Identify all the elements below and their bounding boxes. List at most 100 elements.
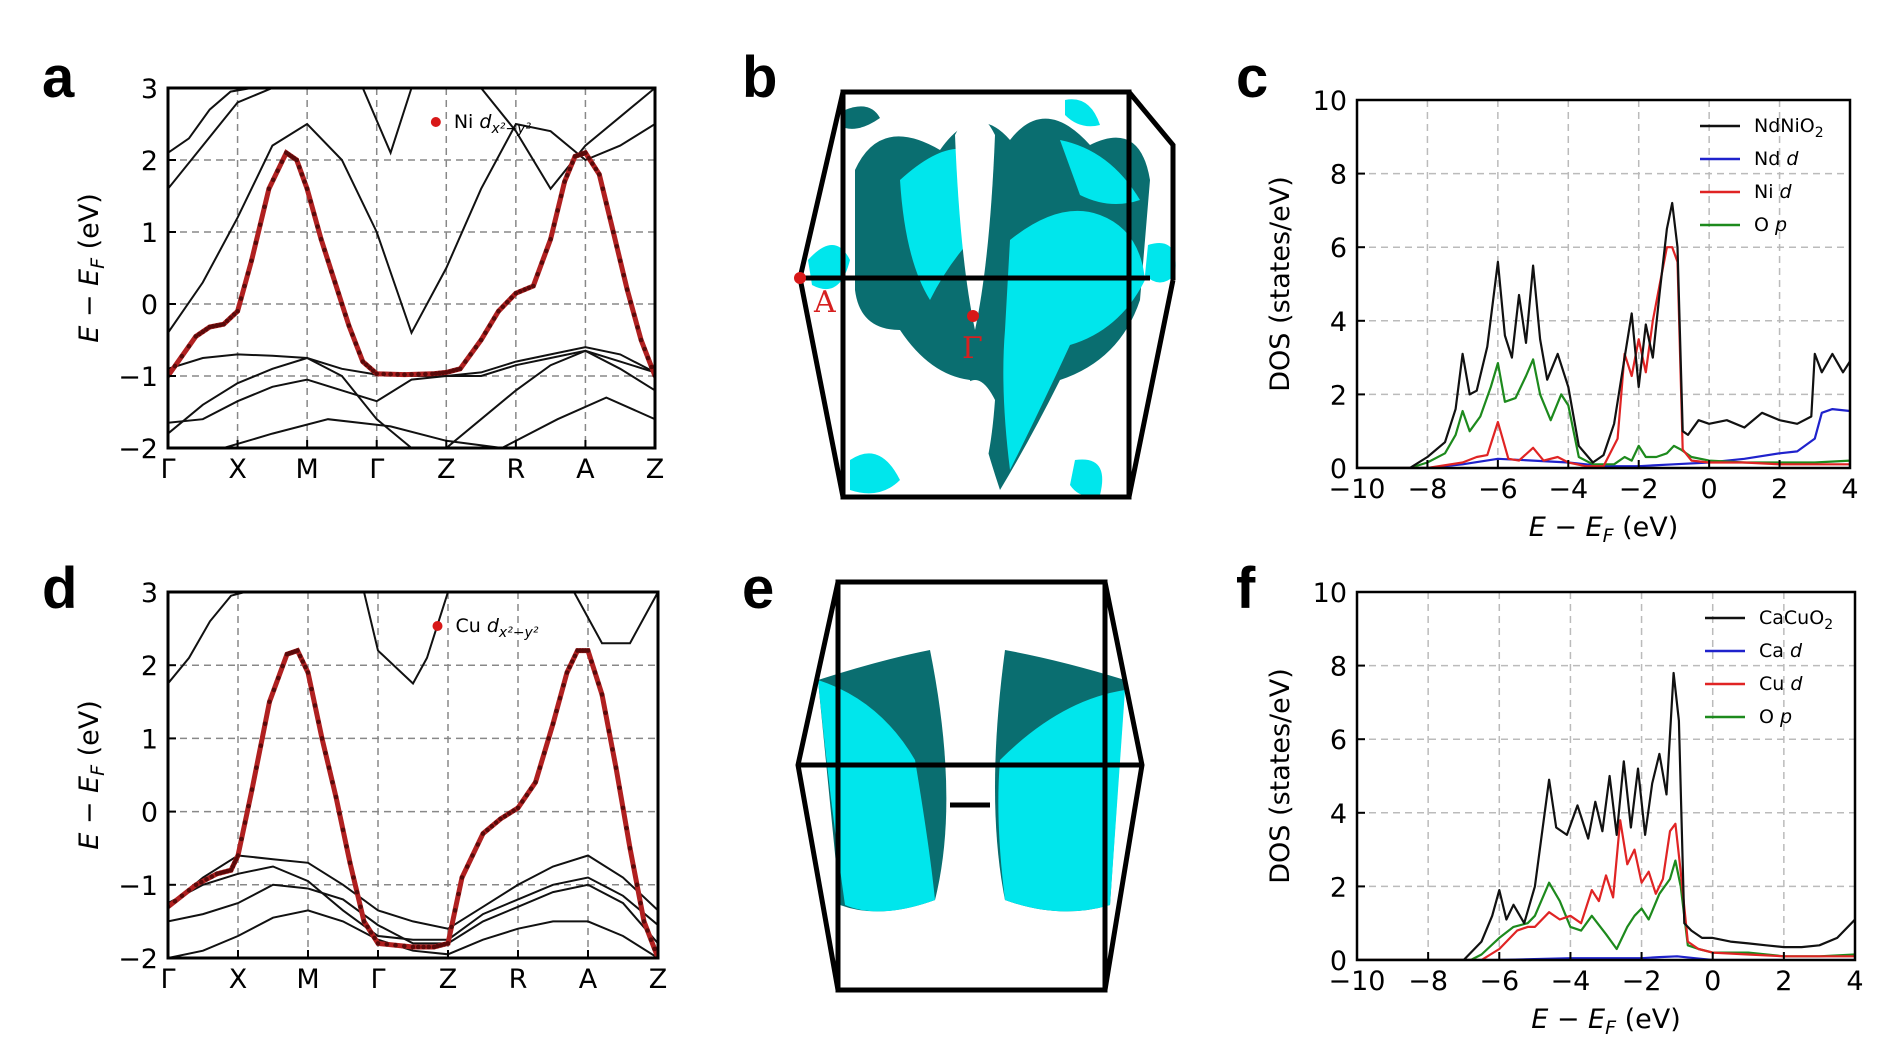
dx2y2-band-point <box>489 823 495 829</box>
legend-entry-orbital: p <box>1779 706 1792 728</box>
dx2y2-band-point <box>299 172 305 177</box>
dx2y2-band-point <box>275 168 280 174</box>
y-axis-label-subscript: F <box>87 257 109 269</box>
dx2y2-band-point <box>384 942 390 947</box>
fs-e-brillouin-zone-frame <box>795 579 1145 993</box>
dx2y2-band-point <box>279 159 285 165</box>
dx2y2-band-point <box>354 889 360 895</box>
dx2y2-band-point <box>624 825 629 831</box>
band-line-8 <box>168 88 252 154</box>
legend-marker <box>432 621 443 631</box>
dx2y2-band-point <box>631 864 636 869</box>
legend-entry-4: O p <box>1759 706 1792 728</box>
x-tick-label: −6 <box>1478 474 1518 505</box>
legend-entry-2: Ca d <box>1759 640 1803 662</box>
band-line-3 <box>168 883 658 945</box>
dx2y2-band-point <box>228 867 234 873</box>
fs-b-side-lobe-right <box>1145 243 1176 283</box>
dx2y2-band-point <box>245 271 251 276</box>
dx2y2-band-point <box>230 864 236 869</box>
legend-entry-text: Ni <box>1754 181 1780 203</box>
legend-entry-3: Ni d <box>1754 181 1793 203</box>
dx2y2-band-point <box>217 322 223 328</box>
dx2y2-band-point <box>487 323 493 328</box>
dx2y2-band-point <box>491 316 497 321</box>
y-tick-label: 10 <box>1313 86 1347 117</box>
kpoint-label: X <box>228 454 247 485</box>
dx2y2-band-point <box>319 736 325 741</box>
legend-label-prefix: Ni <box>454 111 480 133</box>
band-structure-plot-a: Γ X M Γ Z R A Z −2 −1 0 1 2 3 E − EF (eV) Ni dx²−y² <box>74 74 664 485</box>
kpoint-label: X <box>229 964 248 995</box>
legend-entry-text: Ca <box>1759 640 1790 662</box>
dx2y2-band-point <box>224 318 230 324</box>
x-axis-label-main: E − E <box>1529 512 1603 543</box>
legend-entry-text: NdNiO <box>1754 115 1815 137</box>
x-axis-label-unit: (eV) <box>1614 512 1679 543</box>
dx2y2-band-point <box>473 344 479 350</box>
dx2y2-band-point <box>309 686 314 692</box>
dx2y2-band-point <box>262 721 268 727</box>
legend-label-orbital: d <box>487 615 500 637</box>
dx2y2-band-point <box>381 371 387 377</box>
dx2y2-band-point <box>621 272 626 278</box>
legend-entry-orbital: d <box>1790 640 1803 662</box>
dx2y2-band-point <box>214 871 220 877</box>
dx2y2-band-point <box>592 670 598 675</box>
dx2y2-band-point <box>463 359 468 364</box>
x-tick-label: 4 <box>1841 474 1858 505</box>
dx2y2-band-point <box>614 244 619 249</box>
dx2y2-band-point <box>300 659 306 664</box>
dx2y2-band-point <box>228 315 233 321</box>
dx2y2-band-point <box>600 186 606 192</box>
legend-entry-subscript: 2 <box>1824 617 1833 633</box>
dx2y2-band-point <box>498 816 503 822</box>
x-axis-label: E − EF (eV) <box>1529 512 1679 547</box>
band-line-5 <box>363 592 449 686</box>
x-tick-label: −8 <box>1408 966 1448 997</box>
dx2y2-band-point <box>586 155 592 161</box>
dx2y2-band-point <box>507 811 512 816</box>
dx2y2-band-point <box>631 312 637 318</box>
y-tick-label: 2 <box>141 146 158 177</box>
plot-frame <box>1355 98 1852 470</box>
dx2y2-band-point <box>186 344 192 349</box>
dx2y2-band-point <box>360 359 366 364</box>
dx2y2-band-point <box>431 944 437 950</box>
fs-b-corner-piece-4 <box>1070 459 1103 497</box>
dx2y2-band-point <box>485 827 490 833</box>
dx2y2-band-point <box>557 695 563 701</box>
dx2y2-band-point <box>554 708 559 714</box>
y-tick-label: −1 <box>118 362 158 393</box>
dx2y2-band-point <box>470 853 475 858</box>
dx2y2-band-point <box>225 868 230 874</box>
dx2y2-band-point <box>253 240 259 246</box>
dx2y2-band-point <box>546 736 551 741</box>
dx2y2-band-point <box>599 692 605 697</box>
dx2y2-band-point <box>375 941 381 946</box>
fs-b-light-patch-3 <box>1060 140 1140 204</box>
dx2y2-band-point <box>350 332 355 337</box>
dx2y2-band-point <box>364 362 369 368</box>
panel-label-d: d <box>42 556 77 621</box>
dx2y2-band-point <box>537 765 543 770</box>
dx2y2-band-point <box>421 944 426 950</box>
legend-entry-4: O p <box>1754 214 1787 236</box>
dx2y2-band-point <box>271 687 277 693</box>
dx2y2-band-point <box>302 179 307 184</box>
y-tick-label: 0 <box>141 798 158 829</box>
y-tick-label: −2 <box>118 434 158 465</box>
dx2y2-band-point <box>539 260 545 265</box>
y-axis-label: E − EF (eV) <box>74 193 109 343</box>
dx2y2-band-point <box>367 365 373 371</box>
dx2y2-band-point <box>638 337 644 343</box>
dx2y2-band-point <box>416 371 421 377</box>
dx2y2-band-point <box>628 299 633 305</box>
plot-f-curves <box>1357 671 1855 960</box>
dx2y2-band-point <box>611 229 616 235</box>
dx2y2-band-point <box>395 372 400 377</box>
dx2y2-band-point <box>570 659 575 664</box>
dx2y2-band-point <box>502 813 508 819</box>
dx2y2-band-point <box>480 831 486 836</box>
plot-frame <box>1355 590 1857 962</box>
